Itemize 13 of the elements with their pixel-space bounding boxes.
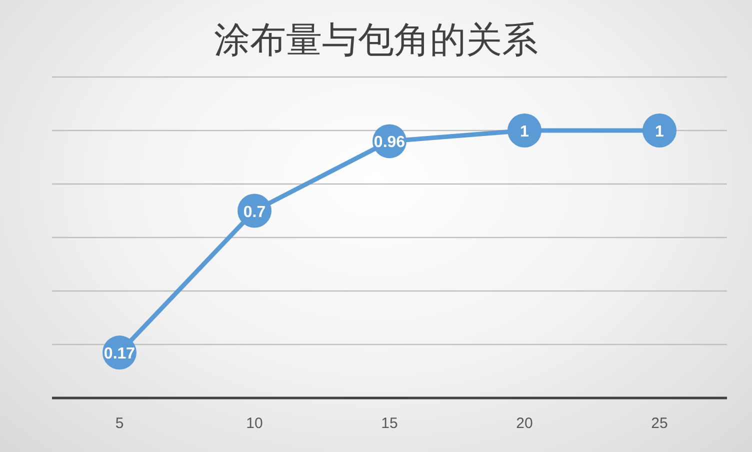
data-label: 1 bbox=[520, 124, 530, 140]
data-label: 1 bbox=[655, 124, 664, 140]
point bbox=[508, 114, 542, 148]
x-tick-label: 5 bbox=[115, 415, 124, 432]
data-label: 0.96 bbox=[374, 134, 406, 152]
data-label: 0.7 bbox=[243, 204, 266, 221]
x-tick-label: 10 bbox=[246, 415, 263, 432]
x-tick-label: 25 bbox=[651, 415, 668, 432]
x-tick-label: 20 bbox=[516, 415, 533, 432]
title: 涂布量与包角的关系 bbox=[214, 19, 538, 60]
x-tick-label: 15 bbox=[381, 415, 398, 432]
data-label: 0.17 bbox=[104, 346, 136, 363]
point bbox=[642, 114, 676, 148]
